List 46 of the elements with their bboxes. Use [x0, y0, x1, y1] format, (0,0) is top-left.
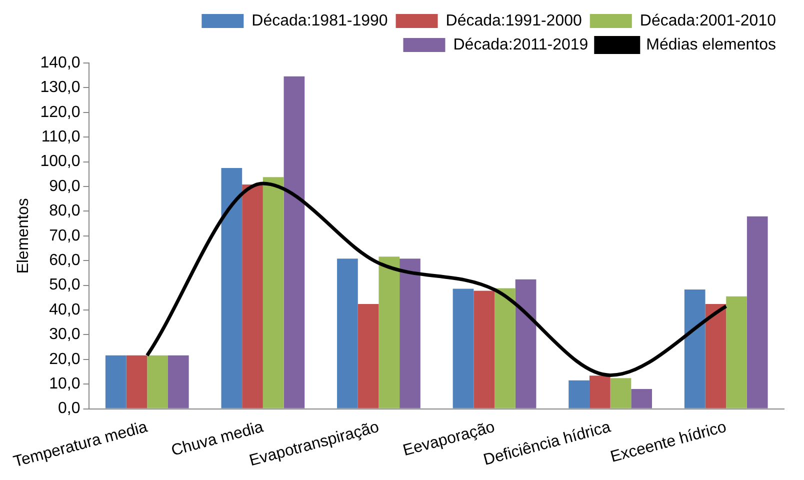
y-tick-label: 140,0 [40, 54, 80, 72]
legend-label: Década:1981-1990 [252, 12, 388, 30]
bar [515, 279, 536, 408]
bar [474, 290, 495, 408]
bar [105, 355, 126, 408]
bar [631, 389, 652, 408]
y-tick-label: 110,0 [41, 128, 80, 146]
y-tick-label: 40,0 [49, 301, 80, 318]
legend-label: Década:2001-2010 [640, 12, 776, 30]
line-series [145, 182, 728, 377]
bar [746, 216, 768, 408]
bar [400, 258, 420, 408]
legend-label: Década:2011-2019 [453, 36, 588, 54]
y-tick-label: 90,0 [49, 178, 80, 195]
bar [589, 376, 610, 408]
bar [494, 288, 516, 408]
y-tick-label: 10,0 [49, 375, 80, 392]
y-tick-label: 100,0 [40, 153, 80, 170]
bar [262, 177, 284, 408]
y-tick-label: 70,0 [49, 227, 80, 244]
y-tick-label: 130,0 [40, 79, 80, 96]
bar [147, 355, 168, 408]
y-tick-label: 30,0 [49, 326, 80, 344]
bar [337, 258, 358, 408]
bar [568, 380, 590, 408]
bar [705, 304, 726, 408]
y-tick-label: 60,0 [49, 252, 80, 269]
bar [358, 304, 379, 408]
y-tick-label: 80,0 [49, 202, 80, 220]
bar [168, 355, 189, 408]
y-tick-label: 50,0 [49, 276, 80, 294]
bar [726, 296, 747, 408]
y-tick-label: 0,0 [58, 400, 80, 418]
legend-label: Década:1991-2000 [446, 12, 582, 30]
y-axis-title: Elementos [15, 198, 32, 274]
bar [610, 378, 632, 408]
bar [684, 289, 706, 408]
legend-label: Médias elementos [646, 36, 776, 54]
y-tick-label: 20,0 [49, 350, 80, 368]
bar [221, 168, 242, 408]
bar [452, 288, 474, 408]
bar [126, 355, 148, 408]
bar [242, 184, 263, 408]
bar [284, 76, 305, 408]
bar [378, 256, 400, 408]
y-tick-label: 120,0 [40, 104, 80, 121]
